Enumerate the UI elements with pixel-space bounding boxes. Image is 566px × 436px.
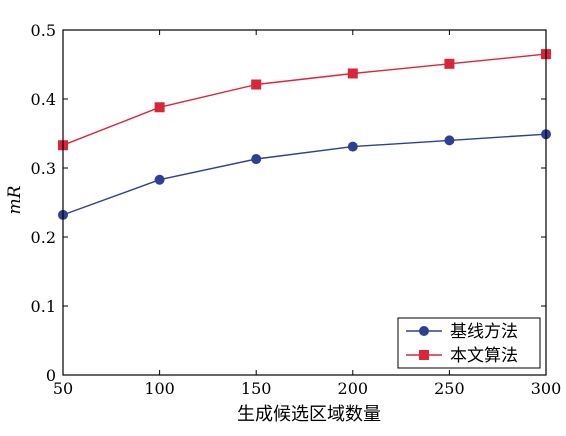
x-tick-label: 150 [241, 379, 272, 398]
x-tick-label: 300 [531, 379, 562, 398]
y-tick-label: 0.5 [31, 21, 56, 40]
y-tick-label: 0.4 [31, 90, 56, 109]
x-axis-label: 生成候选区域数量 [237, 404, 381, 425]
legend-marker-1 [419, 326, 429, 336]
series-line-1 [62, 133, 547, 216]
y-tick-label: 0.1 [31, 297, 56, 316]
x-tick-label: 50 [53, 379, 73, 398]
y-tick-label: 0 [46, 366, 56, 385]
x-tick-label: 250 [434, 379, 465, 398]
legend-label-1: 基线方法 [450, 322, 518, 342]
data-point-series-1 [154, 174, 165, 185]
data-point-series-1 [444, 135, 455, 146]
legend-marker-2 [419, 350, 429, 360]
data-point-series-2 [251, 79, 262, 90]
data-point-series-2 [347, 68, 358, 79]
y-axis-label: mR [5, 185, 25, 214]
data-point-series-2 [444, 58, 455, 69]
series-line-2 [62, 53, 547, 146]
y-tick-label: 0.2 [31, 228, 56, 247]
data-point-series-2 [154, 102, 165, 113]
data-point-series-1 [251, 154, 262, 165]
x-tick-label: 200 [338, 379, 369, 398]
data-point-series-1 [347, 141, 358, 152]
plot-frame [62, 29, 547, 376]
y-tick-label: 0.3 [31, 159, 56, 178]
x-tick-label: 100 [144, 379, 175, 398]
legend-label-2: 本文算法 [450, 346, 518, 366]
